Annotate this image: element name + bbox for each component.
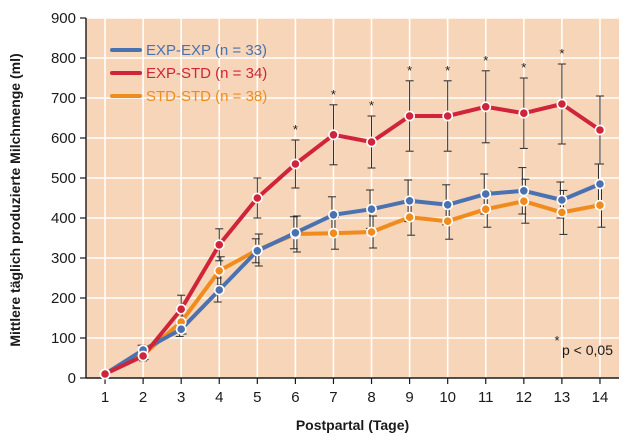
y-tick-label: 400 [51,210,76,227]
data-point [518,195,530,207]
x-tick-label: 12 [515,389,532,406]
data-point [556,194,568,206]
data-point [366,226,377,238]
significance-star: * [331,87,336,102]
data-point [442,215,454,227]
y-tick-label: 600 [51,130,76,147]
y-tick-label: 200 [51,290,76,307]
y-tick-label: 900 [51,10,76,27]
significance-star: * [559,46,564,61]
annotation-symbol: * [554,333,559,348]
data-point [175,303,187,315]
data-point [518,107,530,119]
data-point [213,239,225,251]
y-tick-label: 500 [51,170,76,187]
x-tick-label: 13 [554,389,571,406]
data-point [328,227,339,239]
significance-star: * [407,63,412,78]
data-point [480,203,492,215]
data-point [404,110,416,122]
x-tick-label: 5 [253,389,261,406]
significance-star: * [369,98,374,113]
y-tick-label: 0 [68,370,76,387]
annotations: **** ** ***p < 0,05 [293,46,613,358]
legend-entry-1: EXP-STD (n = 34) [146,65,267,82]
x-tick-label: 8 [367,389,375,406]
x-tick-label: 9 [405,389,413,406]
data-point [289,158,301,170]
significance-star: * [293,122,298,137]
data-point [594,178,606,190]
data-point [366,203,377,215]
significance-star: * [483,53,488,68]
legend: EXP-EXP (n = 33) EXP-STD (n = 34) STD-STD … [110,42,267,105]
y-tick-label: 300 [51,250,76,267]
data-point [404,211,416,223]
data-point [99,368,111,380]
data-point [366,136,377,148]
y-axis-title: Mittlere täglich produzierte Milchmenge … [7,53,23,346]
data-point [289,227,301,239]
data-point [175,323,187,335]
data-point [328,129,339,141]
x-tick-label: 14 [592,389,609,406]
series-line-2 [103,199,602,376]
annotation-text: p < 0,05 [562,342,613,358]
data-point [213,284,225,296]
data-point [556,98,568,110]
y-tick-label: 700 [51,90,76,107]
data-point [442,110,454,122]
data-point [480,188,492,200]
data-point [251,245,263,257]
x-tick-label: 2 [139,389,147,406]
y-tick-label: 800 [51,50,76,67]
significance-star: * [521,60,526,75]
significance-star: * [445,63,450,78]
series-line-0 [103,182,602,376]
x-tick-label: 3 [177,389,185,406]
data-point [594,199,606,211]
data-point [594,124,606,136]
data-point [442,199,454,211]
legend-entry-0: EXP-EXP (n = 33) [146,42,267,59]
x-axis-title: Postpartal (Tage) [296,417,409,433]
x-tick-label: 1 [101,389,109,406]
x-tick-label: 4 [215,389,223,406]
series [99,63,606,380]
data-point [480,101,492,113]
data-point [556,206,568,218]
data-point [213,265,225,277]
x-tick-label: 7 [329,389,337,406]
y-tick-label: 100 [51,330,76,347]
x-tick-label: 6 [291,389,299,406]
data-point [251,192,263,204]
data-point [328,209,339,221]
series-line-1 [103,102,602,376]
x-tick-label: 10 [439,389,456,406]
legend-entry-2: STD-STD (n = 38) [146,88,267,105]
data-point [137,350,149,362]
data-point [518,185,530,197]
x-tick-label: 11 [478,389,494,406]
data-point [404,195,416,207]
